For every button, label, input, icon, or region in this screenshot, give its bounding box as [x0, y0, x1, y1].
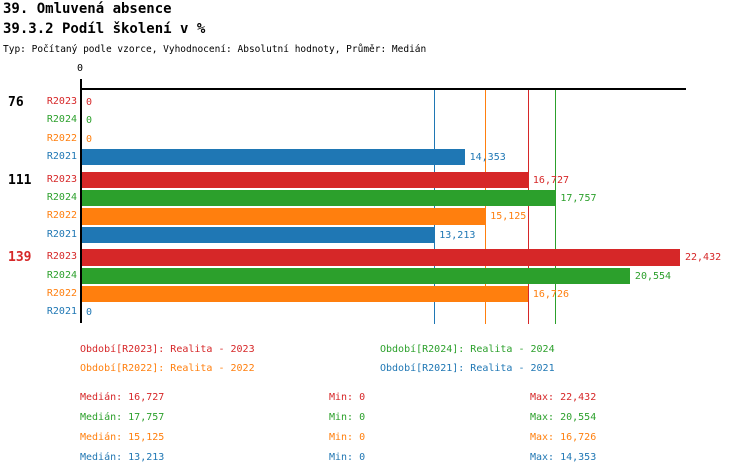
- bar-row-111-r2023: 111 R2023 16,727: [0, 171, 750, 189]
- min-value: Min: 0: [329, 392, 366, 403]
- bar-track: 0: [82, 131, 750, 148]
- series-label: R2023: [46, 251, 77, 263]
- legend-item-r2024: Období[R2024]: Realita - 2024: [380, 344, 555, 355]
- series-label: R2024: [46, 269, 77, 281]
- report-title: 39. Omluvená absence: [3, 1, 172, 17]
- bar-value-label: 16,726: [532, 288, 569, 300]
- max-value: Max: 16,726: [530, 432, 597, 443]
- stats-row-r2022: Medián: 15,125 Min: 0 Max: 16,726: [0, 432, 750, 452]
- legend-item-r2022: Období[R2022]: Realita - 2022: [80, 363, 255, 374]
- chart-title: 39.3.2 Podíl školení v %: [3, 21, 206, 37]
- bar-track: 22,432: [82, 249, 750, 266]
- bar-row-76-r2024: R2024 0: [0, 111, 750, 129]
- max-value: Max: 14,353: [530, 452, 597, 463]
- bar-row-111-r2024: R2024 17,757: [0, 189, 750, 207]
- chart-meta-line: Typ: Počítaný podle vzorce, Vyhodnocení:…: [3, 44, 427, 55]
- bar-value-label: 16,727: [532, 174, 570, 186]
- bar-row-111-r2022: R2022 15,125: [0, 207, 750, 225]
- series-label: R2022: [46, 287, 77, 299]
- median-line-r2024: [555, 90, 557, 324]
- series-label: R2021: [46, 306, 77, 318]
- bar-value-label: 22,432: [685, 252, 722, 264]
- bar-row-76-r2022: R2022 0: [0, 130, 750, 148]
- x-axis-line: [81, 88, 686, 90]
- legend: Období[R2023]: Realita - 2023 Období[R20…: [0, 342, 750, 382]
- series-label: R2023: [46, 96, 77, 107]
- bar-value-label: 14,353: [469, 151, 506, 163]
- bar-track: 20,554: [82, 267, 750, 285]
- median-line-r2021: [434, 90, 436, 324]
- series-label: R2021: [46, 228, 77, 240]
- series-label: R2023: [46, 173, 77, 185]
- group-label: 111: [8, 172, 32, 188]
- median-value: Medián: 17,757: [80, 412, 165, 423]
- bar-track: 0: [82, 94, 750, 111]
- min-value: Min: 0: [329, 412, 366, 423]
- y-axis-line: [80, 79, 82, 323]
- series-label: R2024: [46, 114, 77, 126]
- bar-row-139-r2022: R2022 16,726: [0, 285, 750, 303]
- stats-row-r2023: Medián: 16,727 Min: 0 Max: 22,432: [0, 392, 750, 412]
- median-value: Medián: 15,125: [80, 432, 165, 443]
- bar-chart: 0 76 R2023 0 R2024 0 R2022 0 R2021 14,353 111 R202…: [0, 62, 750, 330]
- series-label: R2024: [46, 191, 77, 203]
- bar-row-76-r2021: R2021 14,353: [0, 148, 750, 166]
- bar-group-76: 76 R2023 0 R2024 0 R2022 0 R2021 14,353: [0, 93, 750, 166]
- bar-value-label: 0: [86, 115, 93, 127]
- bar-track: 13,213: [82, 226, 750, 244]
- bar-track: 16,726: [82, 285, 750, 303]
- bar: [82, 226, 435, 244]
- max-value: Max: 22,432: [530, 392, 597, 403]
- min-value: Min: 0: [329, 452, 366, 463]
- group-label: 139: [8, 250, 32, 266]
- series-label: R2022: [46, 132, 77, 144]
- bar-track: 17,757: [82, 189, 750, 207]
- group-label: 76: [8, 95, 24, 110]
- bar-value-label: 0: [86, 97, 93, 108]
- bar-row-76-r2023: 76 R2023 0: [0, 93, 750, 111]
- max-value: Max: 20,554: [530, 412, 597, 423]
- bar-row-139-r2024: R2024 20,554: [0, 267, 750, 285]
- bar: [82, 249, 680, 266]
- bar-row-139-r2021: R2021 0: [0, 303, 750, 321]
- min-value: Min: 0: [329, 432, 366, 443]
- median-line-r2023: [527, 90, 529, 324]
- bar-track: 0: [82, 112, 750, 129]
- bar: [82, 267, 630, 285]
- bar-value-label: 0: [86, 133, 93, 145]
- median-lines-layer: [0, 62, 750, 330]
- bar-track: 0: [82, 304, 750, 321]
- bar-value-label: 15,125: [490, 211, 527, 223]
- bar-track: 16,727: [82, 171, 750, 189]
- series-label: R2021: [46, 150, 77, 162]
- bar-value-label: 17,757: [560, 192, 597, 204]
- stats-block: Medián: 16,727 Min: 0 Max: 22,432 Medián…: [0, 392, 750, 472]
- stats-row-r2024: Medián: 17,757 Min: 0 Max: 20,554: [0, 412, 750, 432]
- bar-row-139-r2023: 139 R2023 22,432: [0, 248, 750, 266]
- bar-group-111: 111 R2023 16,727 R2024 17,757 R2022 15,125 R202…: [0, 171, 750, 244]
- x-axis-tick-zero: 0: [77, 63, 84, 74]
- series-label: R2022: [46, 210, 77, 222]
- bar: [82, 148, 465, 166]
- stats-row-r2021: Medián: 13,213 Min: 0 Max: 14,353: [0, 452, 750, 472]
- bar: [82, 208, 486, 225]
- bar: [82, 171, 528, 189]
- median-value: Medián: 13,213: [80, 452, 165, 463]
- bar-groups: 76 R2023 0 R2024 0 R2022 0 R2021 14,353 111 R2023 1…: [0, 93, 750, 326]
- bar-value-label: 20,554: [634, 270, 672, 282]
- bar-row-111-r2021: R2021 13,213: [0, 226, 750, 244]
- legend-item-r2023: Období[R2023]: Realita - 2023: [80, 344, 255, 355]
- median-value: Medián: 16,727: [80, 392, 165, 403]
- median-line-r2022: [485, 90, 487, 324]
- legend-item-r2021: Období[R2021]: Realita - 2021: [380, 363, 555, 374]
- bar-track: 14,353: [82, 148, 750, 166]
- bar-track: 15,125: [82, 208, 750, 225]
- bar-value-label: 13,213: [439, 229, 476, 241]
- bar-group-139: 139 R2023 22,432 R2024 20,554 R2022 16,726 R202…: [0, 248, 750, 321]
- bar: [82, 189, 556, 207]
- bar-value-label: 0: [86, 307, 93, 319]
- bar: [82, 285, 528, 303]
